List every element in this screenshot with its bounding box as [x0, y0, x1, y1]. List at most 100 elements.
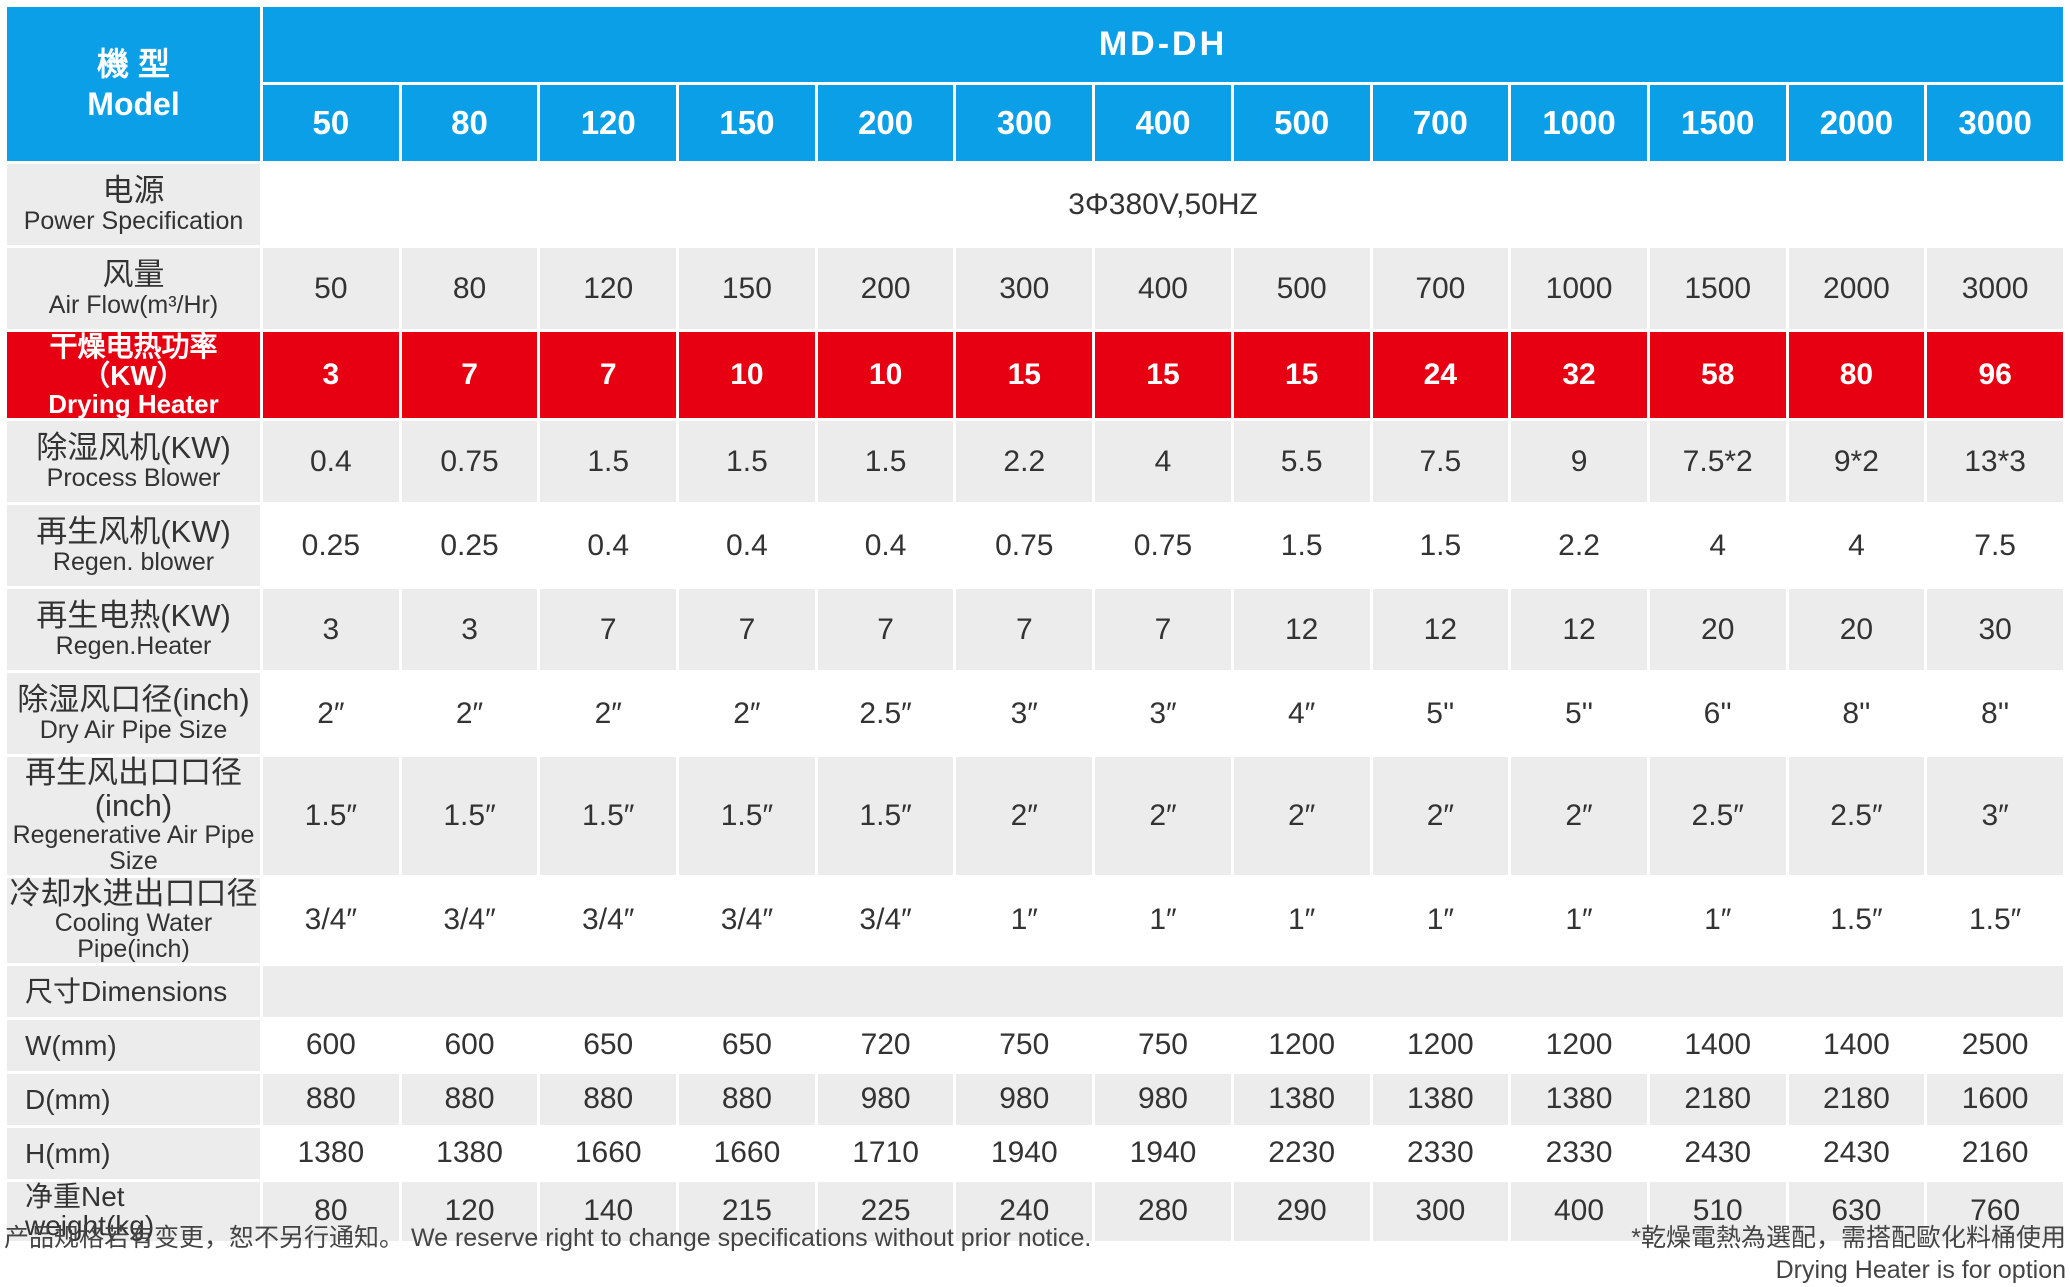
- spec-value: 1200: [1508, 1016, 1650, 1074]
- spec-value: 880: [676, 1070, 818, 1128]
- label-cn: D(mm): [25, 1083, 111, 1115]
- spec-value: 1200: [1369, 1016, 1512, 1074]
- row-label: H(mm): [4, 1124, 263, 1182]
- spec-value: 880: [260, 1070, 402, 1128]
- model-number: 400: [1092, 82, 1234, 164]
- spec-value: 15: [953, 328, 1096, 422]
- spec-value: 3″: [1092, 670, 1234, 758]
- spec-value: 650: [537, 1016, 680, 1074]
- label-en: Regen.Heater: [55, 631, 212, 660]
- label-cn: H(mm): [25, 1137, 111, 1169]
- spec-value: 300: [953, 245, 1096, 332]
- spec-value: 140: [537, 1178, 680, 1244]
- label-en: Drying Heater: [48, 388, 219, 419]
- row-label: 除湿风口径(inch) Dry Air Pipe Size: [4, 670, 263, 758]
- spec-row: H(mm) 1380 1380 1660 1660 1710 1940 1940 2230 233…: [4, 1124, 2066, 1182]
- label-cn: 风量: [102, 257, 165, 293]
- spec-value: 3: [398, 586, 541, 674]
- row-label: 净重Net weight(kg): [4, 1178, 263, 1244]
- spec-value: 5'': [1369, 670, 1512, 758]
- spec-value: 1″: [1646, 874, 1789, 966]
- spec-value: 7.5*2: [1646, 418, 1789, 506]
- spec-value: 1.5″: [398, 754, 541, 878]
- spec-value: 1660: [537, 1124, 680, 1182]
- spec-value: 96: [1924, 328, 2066, 422]
- label-cn: 除湿风机(KW): [36, 430, 231, 466]
- spec-value: 1.5″: [1924, 874, 2066, 966]
- spec-value: 2430: [1785, 1124, 1928, 1182]
- label-cn: W(mm): [25, 1029, 117, 1061]
- spec-value: 280: [1092, 1178, 1234, 1244]
- spec-value: 7: [676, 586, 818, 674]
- row-label: 除湿风机(KW) Process Blower: [4, 418, 263, 506]
- spec-value: 2180: [1785, 1070, 1928, 1128]
- spec-value: 3/4″: [676, 874, 818, 966]
- model-cn: 機 型: [97, 46, 170, 82]
- spec-value: 1.5: [814, 418, 957, 506]
- spec-value: 3000: [1924, 245, 2066, 332]
- model-number: 50: [260, 82, 402, 164]
- spec-value: 3/4″: [814, 874, 957, 966]
- label-cn: 再生风机(KW): [36, 514, 231, 550]
- spec-value: 2.5″: [814, 670, 957, 758]
- row-label: 冷却水进出口口径 Cooling Water Pipe(inch): [4, 874, 263, 966]
- spec-value: 3: [260, 328, 402, 422]
- spec-value: 1380: [1230, 1070, 1373, 1128]
- spec-value: 7: [814, 586, 957, 674]
- spec-row: 再生风机(KW) Regen. blower 0.25 0.25 0.4 0.4 0.4 0.…: [4, 502, 2066, 590]
- label-en: Dry Air Pipe Size: [39, 715, 228, 744]
- spec-value: 7: [398, 328, 541, 422]
- spec-value: 2230: [1230, 1124, 1373, 1182]
- model-number: 1500: [1646, 82, 1789, 164]
- spec-value: 6'': [1646, 670, 1789, 758]
- spec-value: 2330: [1508, 1124, 1650, 1182]
- footer-note: 产品规格若有变更，恕不另行通知。 We reserve right to cha…: [4, 1224, 1092, 1252]
- spec-value: 510: [1646, 1178, 1789, 1244]
- spec-value: 630: [1785, 1178, 1928, 1244]
- label-en: Regenerative Air Pipe Size: [12, 821, 255, 876]
- spec-value: 32: [1508, 328, 1650, 422]
- spec-value: 3Φ380V,50HZ: [260, 161, 2066, 248]
- spec-value: 7.5: [1369, 418, 1512, 506]
- spec-value: 50: [260, 245, 402, 332]
- spec-value: 1.5″: [1785, 874, 1928, 966]
- spec-value: 1.5: [1369, 502, 1512, 590]
- spec-value: 9: [1508, 418, 1650, 506]
- spec-value: 0.25: [398, 502, 541, 590]
- spec-value: 0.75: [1092, 502, 1234, 590]
- spec-value: 2″: [260, 670, 402, 758]
- spec-value: 150: [676, 245, 818, 332]
- spec-row: 风量 Air Flow(m³/Hr) 50 80 120 150 200 300 400 500 7…: [4, 245, 2066, 332]
- spec-row: 再生电热(KW) Regen.Heater 3 3 7 7 7 7 7 12 12 12 20 20 30: [4, 586, 2066, 674]
- label-cn: 净重Net weight(kg): [25, 1180, 155, 1242]
- series-header: MD-DH: [260, 4, 2066, 85]
- row-label: 再生风机(KW) Regen. blower: [4, 502, 263, 590]
- spec-value: 10: [814, 328, 957, 422]
- label-cn: 再生电热(KW): [36, 598, 231, 634]
- row-label: 电源 Power Specification: [4, 161, 263, 248]
- spec-value: 3/4″: [260, 874, 402, 966]
- label-cn: 干燥电热功率（KW）: [49, 331, 218, 392]
- label-cn: 尺寸Dimensions: [25, 975, 228, 1007]
- spec-value: 9*2: [1785, 418, 1928, 506]
- spec-value: 3/4″: [398, 874, 541, 966]
- spec-value: 30: [1924, 586, 2066, 674]
- spec-value: 5.5: [1230, 418, 1373, 506]
- model-number: 300: [953, 82, 1096, 164]
- spec-value: 5'': [1508, 670, 1650, 758]
- footer: 产品规格若有变更，恕不另行通知。 We reserve right to cha…: [0, 1200, 2070, 1287]
- row-label: 再生风出口口径(inch) Regenerative Air Pipe Size: [4, 754, 263, 878]
- spec-value: 10: [676, 328, 818, 422]
- spec-value: 1″: [1092, 874, 1234, 966]
- spec-value: 2.2: [953, 418, 1096, 506]
- spec-value: 3: [260, 586, 402, 674]
- spec-value: 2″: [1508, 754, 1650, 878]
- spec-value: 4″: [1230, 670, 1373, 758]
- spec-value: 2.2: [1508, 502, 1650, 590]
- spec-value: 80: [398, 245, 541, 332]
- spec-value: 7: [537, 328, 680, 422]
- spec-row: D(mm) 880 880 880 880 980 980 980 1380 1380 1380 21…: [4, 1070, 2066, 1128]
- model-number: 80: [398, 82, 541, 164]
- spec-value: 2″: [537, 670, 680, 758]
- spec-value: 1400: [1646, 1016, 1789, 1074]
